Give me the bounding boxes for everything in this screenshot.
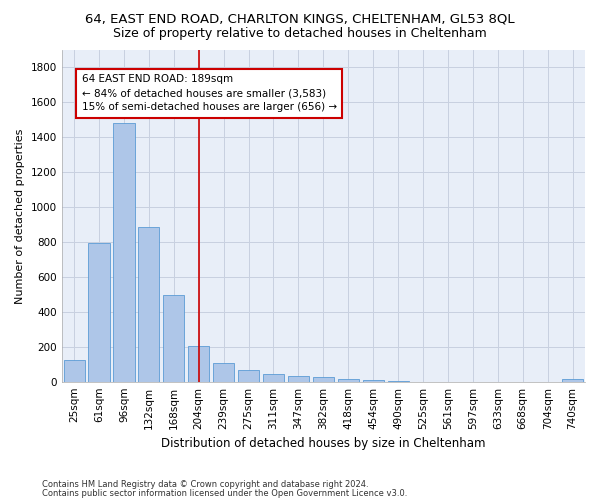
Bar [288, 376, 309, 382]
Bar [313, 377, 334, 382]
Bar [188, 346, 209, 382]
X-axis label: Distribution of detached houses by size in Cheltenham: Distribution of detached houses by size … [161, 437, 485, 450]
Bar [338, 378, 359, 382]
Bar [263, 374, 284, 382]
Bar [64, 360, 85, 382]
Bar [388, 381, 409, 382]
Bar [113, 124, 134, 382]
Text: Size of property relative to detached houses in Cheltenham: Size of property relative to detached ho… [113, 28, 487, 40]
Bar [138, 227, 160, 382]
Y-axis label: Number of detached properties: Number of detached properties [15, 128, 25, 304]
Text: 64, EAST END ROAD, CHARLTON KINGS, CHELTENHAM, GL53 8QL: 64, EAST END ROAD, CHARLTON KINGS, CHELT… [85, 12, 515, 26]
Text: Contains public sector information licensed under the Open Government Licence v3: Contains public sector information licen… [42, 490, 407, 498]
Text: Contains HM Land Registry data © Crown copyright and database right 2024.: Contains HM Land Registry data © Crown c… [42, 480, 368, 489]
Text: 64 EAST END ROAD: 189sqm
← 84% of detached houses are smaller (3,583)
15% of sem: 64 EAST END ROAD: 189sqm ← 84% of detach… [82, 74, 337, 112]
Bar [88, 243, 110, 382]
Bar [562, 378, 583, 382]
Bar [213, 364, 234, 382]
Bar [238, 370, 259, 382]
Bar [163, 296, 184, 382]
Bar [362, 380, 384, 382]
